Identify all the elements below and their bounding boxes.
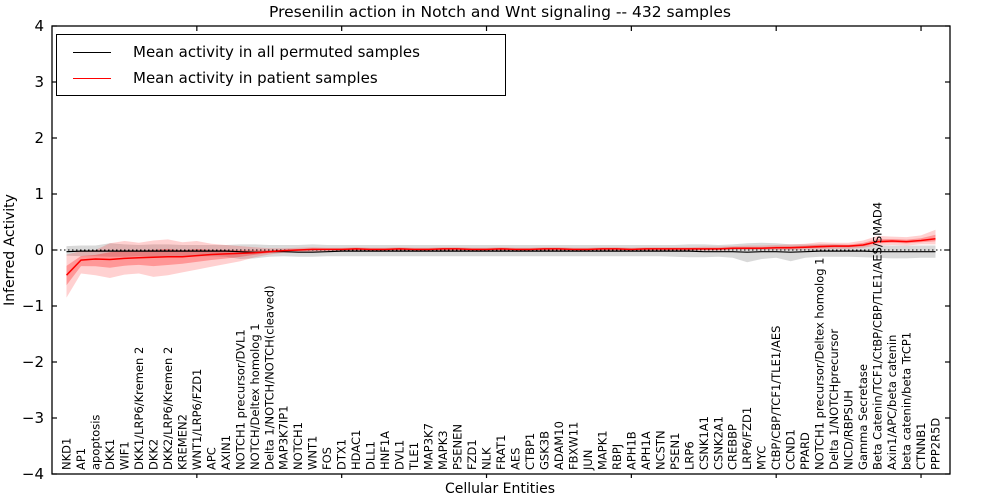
patient-band-outer	[66, 229, 936, 298]
x-category-label: MAPK1	[595, 430, 609, 470]
permuted-line-swatch	[73, 51, 111, 53]
x-category-label: PPARD	[798, 432, 812, 470]
x-category-label: CtBP/CBP/TCF1/TLE1/AES	[769, 326, 783, 470]
permuted-band	[66, 242, 936, 263]
x-category-label: LRP6	[682, 441, 696, 470]
x-category-label: Gamma Secretase	[856, 364, 870, 470]
x-category-label: NICD/RBPSUH	[842, 390, 856, 470]
y-tick-label: 0	[34, 241, 44, 259]
x-category-label: APC	[204, 447, 218, 470]
x-category-label: CTNNB1	[914, 423, 928, 470]
x-category-label: MAP3K7IP1	[277, 405, 291, 470]
y-tick-label: −4	[22, 465, 44, 483]
x-category-label: DVL1	[393, 440, 407, 470]
x-category-label: CSNK1A1	[697, 416, 711, 470]
legend-item-patient: Mean activity in patient samples	[73, 69, 505, 87]
x-category-label: DKK1/LRP6/Kremen 2	[132, 347, 146, 470]
x-category-label: FOS	[320, 447, 334, 470]
x-category-label: NCSTN	[653, 430, 667, 470]
y-tick-label: −3	[22, 409, 44, 427]
y-tick-label: 1	[34, 185, 44, 203]
patient-line-swatch	[73, 77, 111, 79]
x-category-label: DKK2	[146, 439, 160, 470]
x-category-label: DLL1	[364, 441, 378, 470]
x-category-label: NOTCH1 precursor/DVL1	[233, 329, 247, 470]
x-category-label: WNT1	[306, 436, 320, 470]
legend-label-permuted: Mean activity in all permuted samples	[133, 43, 420, 61]
x-category-label: KREMEN2	[175, 414, 189, 470]
x-category-label: beta catenin/beta TrCP1	[900, 332, 914, 470]
y-tick-label: 3	[34, 73, 44, 91]
x-category-label: GSK3B	[538, 431, 552, 470]
x-category-label: MYC	[755, 446, 769, 470]
x-category-label: DKK1	[103, 439, 117, 470]
x-category-label: NOTCH1	[291, 422, 305, 470]
permuted-mean-line	[66, 250, 936, 253]
y-tick-label: 4	[34, 17, 44, 35]
x-category-label: AES	[509, 448, 523, 470]
x-category-label: Delta 1/NOTCH/NOTCH(cleaved)	[262, 285, 276, 470]
x-category-label: RBPJ	[610, 444, 624, 470]
x-category-label: FZD1	[465, 439, 479, 470]
x-category-label: PSENEN	[451, 424, 465, 470]
y-tick-label: −1	[22, 297, 44, 315]
x-category-label: PPP2R5D	[929, 418, 943, 470]
x-category-label: Axin1/APC/beta catenin	[885, 335, 899, 470]
legend-label-patient: Mean activity in patient samples	[133, 69, 378, 87]
x-category-label: HDAC1	[349, 430, 363, 470]
x-category-label: CSNK2A1	[711, 416, 725, 470]
x-category-label: CCND1	[784, 429, 798, 470]
x-category-label: Beta Catenin/TCF1/CtBP/CBP/TLE1/AES/SMAD…	[871, 202, 885, 470]
x-category-label: NOTCH/Deltex homolog 1	[248, 323, 262, 470]
x-axis-label: Cellular Entities	[444, 481, 556, 497]
x-category-label: NKD1	[60, 438, 74, 470]
x-category-label: DTX1	[335, 439, 349, 470]
x-category-label: WIF1	[117, 441, 131, 470]
x-category-label: APH1A	[639, 431, 653, 470]
x-category-label: TLE1	[407, 442, 421, 471]
chart-title: Presenilin action in Notch and Wnt signa…	[269, 3, 731, 21]
patient-mean-line	[65, 238, 936, 276]
y-tick-label: 2	[34, 129, 44, 147]
x-category-label: HNF1A	[378, 431, 392, 470]
x-category-label: AXIN1	[219, 435, 233, 470]
legend: Mean activity in all permuted samples Me…	[56, 34, 506, 96]
y-tick-label: −2	[22, 353, 44, 371]
x-category-label: CREBBP	[726, 424, 740, 470]
x-category-label: NLK	[480, 447, 494, 470]
x-category-label: CTBP1	[523, 433, 537, 470]
x-category-label: MAP3K7	[422, 423, 436, 470]
x-category-label: PSEN1	[668, 433, 682, 470]
x-category-label: FRAT1	[494, 435, 508, 470]
x-category-label: APH1B	[624, 431, 638, 470]
x-category-label: NOTCH1 precursor/Deltex homolog 1	[813, 257, 827, 470]
x-category-label: DKK2/LRP6/Kremen 2	[161, 347, 175, 470]
x-category-label: ADAM10	[552, 421, 566, 470]
x-category-label: LRP6/FZD1	[740, 407, 754, 470]
x-category-label: MAPK3	[436, 430, 450, 470]
x-category-label: JUN	[581, 450, 595, 471]
x-category-label: FBXW11	[566, 422, 580, 470]
x-category-label: apoptosis	[89, 415, 103, 470]
x-category-label: AP1	[74, 448, 88, 470]
x-category-label: Delta 1/NOTCHprecursor	[827, 329, 841, 470]
x-category-label: WNT1/LRP6/FZD1	[190, 369, 204, 470]
legend-item-permuted: Mean activity in all permuted samples	[73, 43, 505, 61]
